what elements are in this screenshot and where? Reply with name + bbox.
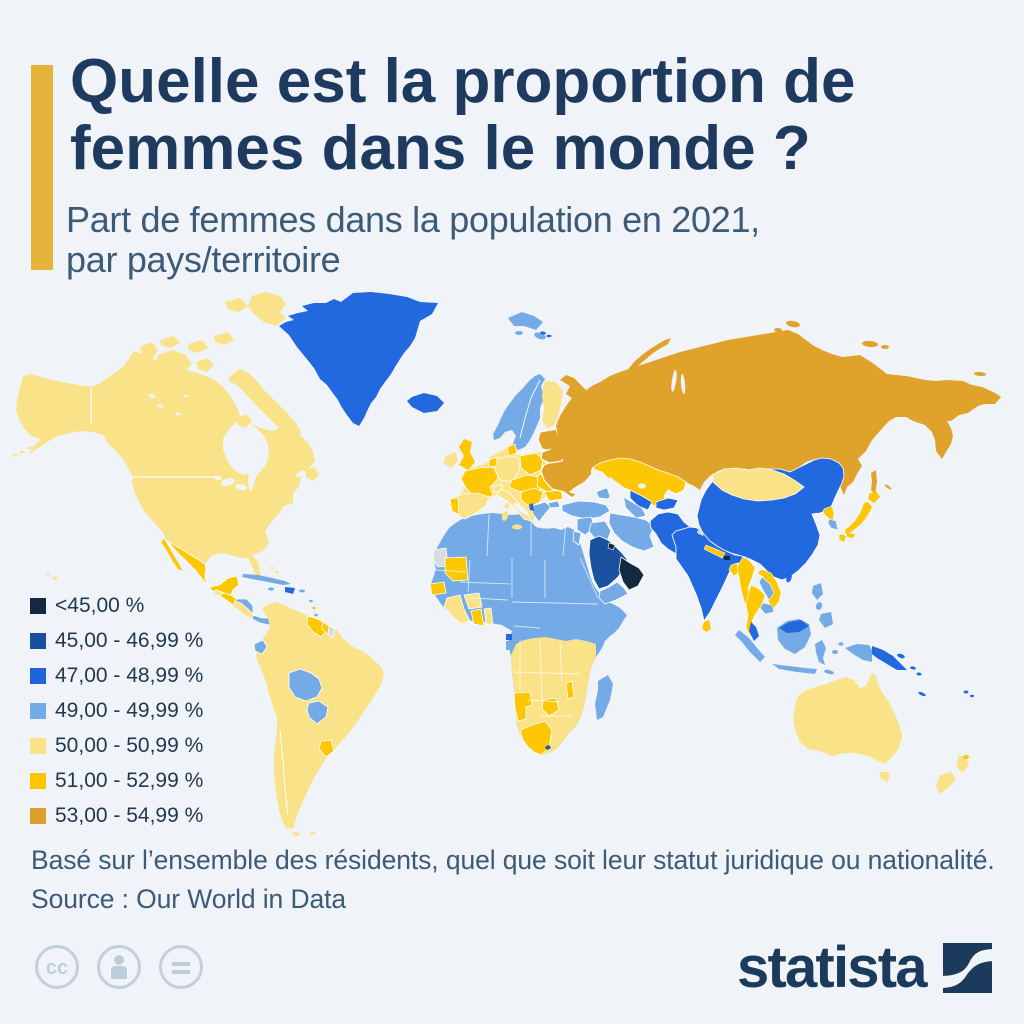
svg-text:cc: cc [46, 957, 68, 979]
